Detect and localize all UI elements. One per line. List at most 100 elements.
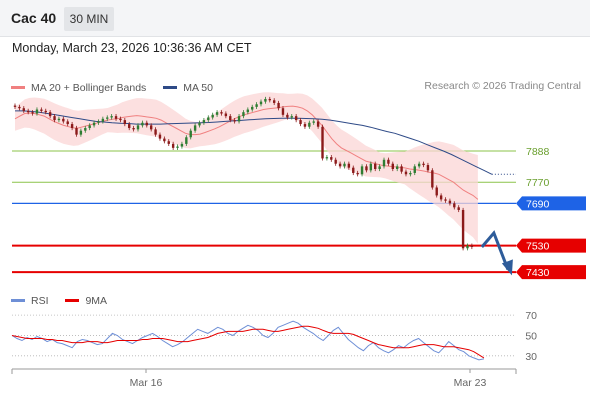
candle-body bbox=[439, 195, 443, 200]
legend-rsi-label: RSI bbox=[31, 294, 49, 307]
candle-body bbox=[180, 143, 184, 147]
candle-body bbox=[374, 163, 377, 169]
candle-body bbox=[106, 117, 109, 119]
candle-body bbox=[66, 121, 69, 125]
candle-body bbox=[123, 120, 127, 125]
candle-body bbox=[290, 116, 293, 118]
candle-body bbox=[167, 141, 170, 144]
top-bar: Cac 40 30 MIN bbox=[0, 0, 590, 37]
candle-body bbox=[281, 108, 285, 115]
candle-body bbox=[242, 112, 245, 117]
candle-body bbox=[334, 159, 337, 164]
candle-body bbox=[189, 130, 192, 138]
candle-body bbox=[404, 171, 408, 175]
candle-body bbox=[268, 98, 271, 101]
candle-body bbox=[321, 126, 324, 159]
candle-body bbox=[255, 104, 258, 107]
legend-item-rsi-ma9[interactable]: 9MA bbox=[65, 295, 107, 307]
candle-body bbox=[422, 163, 425, 166]
candle-body bbox=[97, 121, 100, 123]
candle-body bbox=[145, 122, 148, 126]
candle-body bbox=[259, 101, 263, 105]
rsi-swatch-icon bbox=[11, 299, 25, 302]
candle-body bbox=[453, 203, 456, 208]
candle-body bbox=[198, 122, 201, 126]
candle-body bbox=[470, 245, 474, 247]
candle-body bbox=[119, 118, 122, 121]
candle-body bbox=[382, 159, 386, 167]
candle-body bbox=[70, 124, 74, 129]
candle-body bbox=[75, 128, 78, 135]
candle-body bbox=[44, 110, 47, 113]
candle-body bbox=[360, 166, 364, 175]
candle-body bbox=[84, 128, 87, 131]
candle-body bbox=[149, 125, 153, 130]
candle-body bbox=[409, 172, 412, 175]
legend-item-ma20[interactable]: MA 20 + Bollinger Bands bbox=[11, 82, 146, 94]
legend-ma50-label: MA 50 bbox=[183, 81, 213, 94]
ma20-swatch-icon bbox=[11, 86, 25, 89]
candle-body bbox=[92, 122, 96, 126]
candle-body bbox=[308, 122, 311, 127]
candle-body bbox=[176, 146, 179, 148]
candle-body bbox=[62, 118, 65, 122]
rsi-ma9-line bbox=[11, 325, 485, 359]
forecast-arrow-icon bbox=[480, 230, 510, 270]
legend-item-rsi[interactable]: RSI bbox=[11, 295, 49, 307]
candle-body bbox=[343, 163, 346, 167]
instrument-title: Cac 40 bbox=[11, 10, 57, 26]
rsi-tick-30: 30 bbox=[525, 351, 537, 363]
candle-body bbox=[435, 187, 438, 196]
candle-body bbox=[88, 125, 91, 129]
candle-body bbox=[272, 100, 276, 103]
candle-body bbox=[457, 207, 460, 210]
candle-body bbox=[193, 125, 197, 131]
candle-body bbox=[110, 116, 113, 118]
candle-body bbox=[369, 163, 373, 171]
candle-body bbox=[79, 130, 83, 135]
candle-body bbox=[352, 167, 355, 173]
candle-body bbox=[202, 120, 206, 123]
datetime-label: Monday, March 23, 2026 10:36:36 AM CET bbox=[12, 41, 252, 55]
candle-body bbox=[461, 209, 465, 249]
candle-body bbox=[141, 122, 144, 126]
candle-body bbox=[264, 98, 267, 102]
candle-body bbox=[316, 121, 320, 127]
candle-body bbox=[431, 170, 434, 188]
candle-body bbox=[220, 112, 223, 114]
rsi-tick-70: 70 bbox=[525, 310, 537, 322]
candle-body bbox=[22, 108, 25, 111]
legend-rsi-ma9-label: 9MA bbox=[85, 294, 108, 307]
candle-body bbox=[448, 200, 452, 204]
candle-body bbox=[400, 166, 403, 172]
candle-body bbox=[356, 172, 359, 175]
level-label-7690: 7690 bbox=[526, 198, 550, 210]
candle-body bbox=[224, 113, 228, 117]
chart-legend: MA 20 + Bollinger Bands MA 50 bbox=[11, 80, 227, 94]
candle-body bbox=[114, 116, 118, 119]
candle-body bbox=[158, 134, 162, 139]
candle-body bbox=[330, 157, 333, 160]
candle-body bbox=[101, 118, 105, 122]
x-tick-label: Mar 16 bbox=[130, 377, 163, 389]
candle-body bbox=[40, 109, 43, 111]
candle-body bbox=[215, 112, 219, 115]
candle-body bbox=[237, 116, 241, 122]
legend-ma20-label: MA 20 + Bollinger Bands bbox=[31, 81, 147, 94]
legend-item-ma50[interactable]: MA 50 bbox=[163, 82, 213, 94]
x-tick-label: Mar 23 bbox=[454, 377, 487, 389]
rsi-ma9-swatch-icon bbox=[65, 299, 80, 302]
copyright-label: Research © 2026 Trading Central bbox=[424, 80, 581, 92]
candle-body bbox=[387, 159, 390, 164]
candle-body bbox=[211, 114, 214, 118]
candle-body bbox=[31, 112, 34, 114]
candle-body bbox=[338, 163, 342, 167]
candle-body bbox=[391, 163, 394, 169]
level-label-7430: 7430 bbox=[526, 267, 550, 279]
candle-body bbox=[444, 199, 447, 201]
candle-body bbox=[426, 165, 430, 171]
candle-body bbox=[229, 116, 232, 121]
candle-body bbox=[277, 102, 280, 109]
interval-tab[interactable]: 30 MIN bbox=[64, 7, 114, 31]
